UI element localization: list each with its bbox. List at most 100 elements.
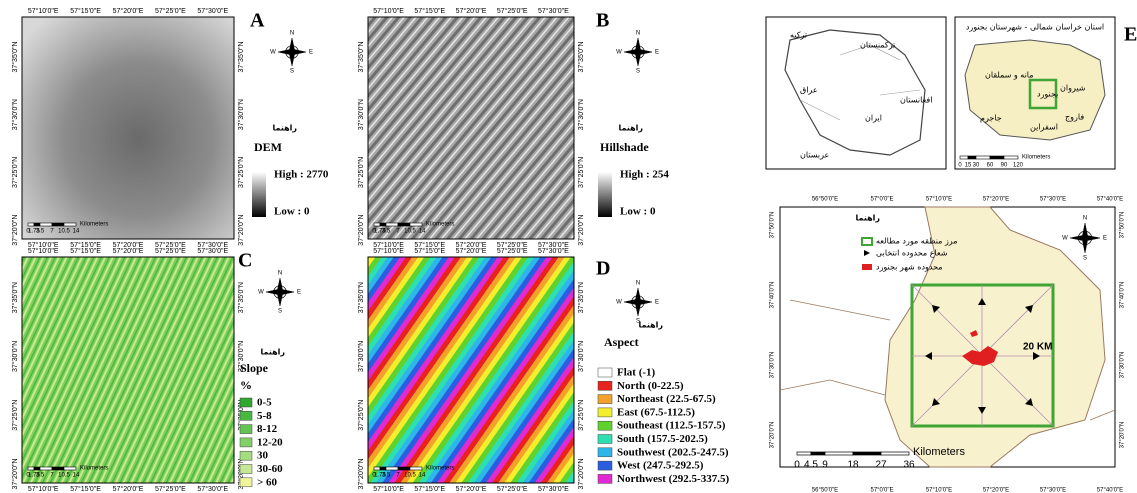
lat-label: 37°40'0"N xyxy=(1120,282,1126,309)
legend-heading: راهنما xyxy=(638,321,663,330)
lon-label: 57°15'0"E xyxy=(414,247,445,255)
legend-label: East (67.5-112.5) xyxy=(617,406,695,418)
compass-letter: N xyxy=(636,281,640,287)
lat-label: 37°50'0"N xyxy=(770,212,776,239)
legend-swatch xyxy=(240,438,252,447)
lon-label: 57°25'0"E xyxy=(497,247,528,255)
lon-label: 57°30'0"E xyxy=(1040,488,1066,493)
compass-letter: S xyxy=(1083,256,1087,262)
scale-label: 3.5 xyxy=(382,229,391,235)
radius-label: 20 KM xyxy=(1023,342,1052,353)
lon-label: 57°0'0"E xyxy=(870,488,893,493)
lat-label: 37°20'0"N xyxy=(237,215,245,246)
north-arrow xyxy=(266,278,294,306)
scale-label: 9 xyxy=(822,460,828,471)
lat-label: 37°30'0"N xyxy=(11,99,19,130)
legend-swatch xyxy=(598,448,612,457)
lon-label: 57°30'0"E xyxy=(197,485,228,493)
county-label: شیروان xyxy=(1060,84,1086,93)
scale-segment xyxy=(28,467,34,470)
scale-segment xyxy=(380,467,386,470)
scale-segment xyxy=(410,223,422,226)
lat-label: 37°30'0"N xyxy=(1120,352,1126,379)
lon-label: 57°20'0"E xyxy=(113,247,144,255)
scale-label: 36 xyxy=(903,460,915,471)
legend-low: Low : 0 xyxy=(274,206,310,218)
legend-swatch xyxy=(598,381,612,390)
scale-unit: Kilometers xyxy=(80,466,108,472)
lon-label: 57°20'0"E xyxy=(983,488,1009,493)
panel-label: C xyxy=(238,250,252,272)
lon-label: 57°15'0"E xyxy=(70,247,101,255)
legend-swatch xyxy=(240,398,252,407)
scale-label: 14 xyxy=(73,473,80,479)
scale-segment xyxy=(380,223,386,226)
lat-label: 37°35'0"N xyxy=(577,41,585,72)
panel-label: D xyxy=(596,258,610,280)
scale-unit: Kilometers xyxy=(426,466,454,472)
legend-title: Hillshade xyxy=(600,140,649,154)
scale-segment xyxy=(1004,156,1018,159)
legend-label: 30-60 xyxy=(257,463,283,475)
lon-label: 57°30'0"E xyxy=(538,247,569,255)
lon-label: 57°20'0"E xyxy=(456,247,487,255)
lat-label: 37°20'0"N xyxy=(577,458,585,489)
lat-label: 37°30'0"N xyxy=(357,99,365,130)
north-arrow xyxy=(624,288,652,316)
legend-unit: % xyxy=(240,378,252,392)
legend-title: Slope xyxy=(240,361,269,375)
scale-label: 30 xyxy=(973,163,980,169)
legend-swatch xyxy=(598,408,612,417)
legend-swatch xyxy=(240,451,252,460)
legend-swatch xyxy=(598,435,612,444)
figure: 57°10'0"E57°10'0"E57°15'0"E57°15'0"E57°2… xyxy=(0,0,1137,493)
country-label: عراق xyxy=(800,86,818,95)
lat-label: 37°25'0"N xyxy=(357,400,365,431)
scale-segment xyxy=(52,467,64,470)
county-label: بجنورد xyxy=(1037,90,1058,99)
scale-label: 14 xyxy=(419,473,426,479)
legend-label: Southwest (202.5-247.5) xyxy=(617,446,729,458)
scale-segment xyxy=(960,156,968,159)
lat-label: 37°25'0"N xyxy=(237,157,245,188)
legend-label: Flat (-1) xyxy=(617,367,656,379)
scale-label: 10.5 xyxy=(58,229,70,235)
scale-label: 10.5 xyxy=(404,473,416,479)
compass-letter: W xyxy=(258,290,264,296)
legend-label: > 60 xyxy=(257,476,278,488)
county-label: مانه و سملقان xyxy=(985,71,1034,80)
legend-label: Southeast (112.5-157.5) xyxy=(617,420,726,432)
scale-label: 3.5 xyxy=(36,229,45,235)
lat-label: 37°30'0"N xyxy=(357,341,365,372)
scale-unit: Kilometers xyxy=(1022,155,1050,161)
compass-letter: W xyxy=(270,50,276,56)
scale-segment xyxy=(34,467,40,470)
compass-letter: E xyxy=(309,50,313,56)
legend-label: شعاع محدوده انتخابی xyxy=(876,249,948,258)
panel-label: B xyxy=(596,10,609,32)
north-arrow xyxy=(278,38,306,66)
scale-label: 15 xyxy=(965,163,972,169)
lon-label: 57°15'0"E xyxy=(70,485,101,493)
scale-segment xyxy=(797,452,811,455)
scale-segment xyxy=(990,156,1004,159)
lat-label: 37°25'0"N xyxy=(11,157,19,188)
scale-label: 60 xyxy=(987,163,994,169)
lat-label: 37°35'0"N xyxy=(577,282,585,313)
legend-heading: راهنما xyxy=(260,348,285,357)
legend-label: West (247.5-292.5) xyxy=(617,460,704,472)
legend-swatch xyxy=(598,395,612,404)
lat-label: 37°25'0"N xyxy=(577,157,585,188)
county-label: فاروج xyxy=(1065,113,1084,122)
lat-label: 37°30'0"N xyxy=(770,352,776,379)
scale-label: 10.5 xyxy=(58,473,70,479)
lat-label: 37°30'0"N xyxy=(237,99,245,130)
lat-label: 37°35'0"N xyxy=(357,41,365,72)
compass-letter: N xyxy=(290,31,294,37)
lon-label: 57°25'0"E xyxy=(155,485,186,493)
lat-label: 37°35'0"N xyxy=(11,41,19,72)
gradient-bar xyxy=(252,172,266,217)
lat-label: 37°40'0"N xyxy=(770,282,776,309)
legend-heading: راهنما xyxy=(272,124,297,133)
legend-swatch xyxy=(240,411,252,420)
